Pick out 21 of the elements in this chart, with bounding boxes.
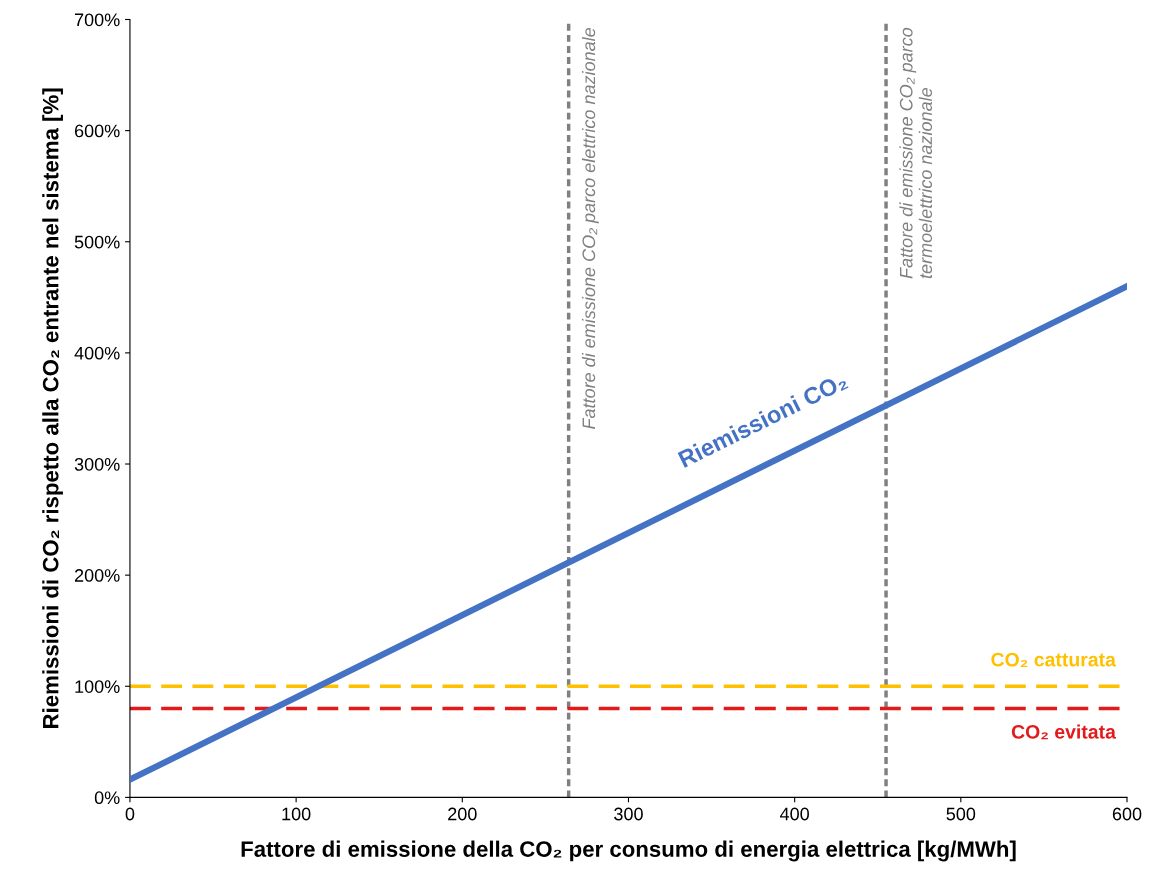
- y-tick-label: 700%: [74, 13, 120, 27]
- y-tick-label: 400%: [74, 346, 120, 360]
- x-tick-label: 100: [282, 807, 311, 821]
- x-tick-label: 600: [1112, 807, 1142, 821]
- x-axis-title: Fattore di emissione della CO₂ per consumo di energia elettrica [kg/MWh]: [241, 840, 1016, 862]
- y-tick-label: 0%: [94, 791, 120, 805]
- ref-line-label: CO₂ evitata: [1011, 724, 1117, 740]
- x-tick-label: 300: [614, 807, 643, 821]
- y-tick-label: 200%: [74, 569, 120, 582]
- x-tick-label: 200: [448, 807, 477, 821]
- ref-line-label: CO₂ catturata: [991, 652, 1117, 667]
- ref-line-label: Fattore di emissione CO₂ parco termoelettrico nazionale: [899, 27, 933, 279]
- y-tick-label: 600%: [74, 124, 120, 138]
- ref-line-label: Fattore di emissione CO₂ parco elettrico nazionale: [581, 27, 599, 429]
- y-tick-label: 100%: [75, 680, 120, 693]
- y-axis-title: Riemissioni di CO₂ rispetto alla CO₂ entrante nel sistema [%]: [42, 88, 63, 728]
- x-tick-label: 0: [125, 807, 135, 821]
- x-tick-label: 500: [946, 807, 976, 821]
- y-tick-label: 500%: [74, 235, 120, 249]
- x-tick-label: 400: [780, 807, 810, 821]
- y-tick-label: 300%: [74, 457, 120, 471]
